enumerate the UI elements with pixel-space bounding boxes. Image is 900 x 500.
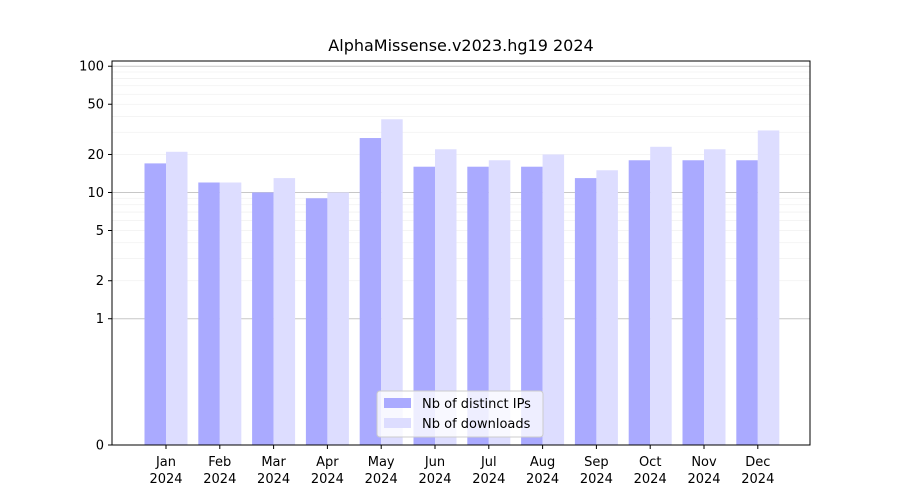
x-tick-label-month: Sep <box>584 455 609 470</box>
bar-downloads-sep <box>596 170 618 445</box>
x-tick-label-year: 2024 <box>634 472 667 487</box>
x-tick-label-year: 2024 <box>203 472 236 487</box>
y-tick-label: 50 <box>87 98 104 113</box>
bar-distinct-ips-aug <box>521 166 543 445</box>
y-tick-label: 2 <box>96 274 104 289</box>
bar-downloads-nov <box>704 149 726 445</box>
legend: Nb of distinct IPs Nb of downloads <box>376 390 544 438</box>
bar-distinct-ips-jan <box>144 163 166 445</box>
x-tick-label-month: May <box>368 455 395 470</box>
y-tick-label: 5 <box>96 224 104 239</box>
y-tick-label: 0 <box>96 439 104 454</box>
axes: 0 1 2 5 10 20 50 100 Jan 2024 Feb 2024 Mar 2024 Apr 202… <box>79 60 811 487</box>
bar-distinct-ips-oct <box>628 160 651 446</box>
y-tick-label: 20 <box>87 148 104 163</box>
x-tick-label-month: Oct <box>639 455 661 470</box>
x-tick-label-year: 2024 <box>472 472 505 487</box>
bar-downloads-dec <box>757 130 780 445</box>
x-tick-label-year: 2024 <box>687 472 720 487</box>
bar-downloads-jun <box>435 149 457 445</box>
bars <box>144 119 780 446</box>
y-tick-label: 10 <box>87 186 104 201</box>
x-tick-label-year: 2024 <box>365 472 398 487</box>
x-tick-label-year: 2024 <box>257 472 290 487</box>
bar-downloads-oct <box>650 146 672 445</box>
x-tick-label-month: Dec <box>745 455 770 470</box>
bar-downloads-feb <box>219 182 242 445</box>
bar-downloads-jul <box>488 160 511 446</box>
bar-distinct-ips-sep <box>574 178 597 446</box>
legend-label: Nb of distinct IPs <box>422 397 531 412</box>
x-tick-label-year: 2024 <box>311 472 344 487</box>
x-tick-label-year: 2024 <box>418 472 451 487</box>
x-tick-label-year: 2024 <box>526 472 559 487</box>
y-tick-label: 1 <box>96 312 104 327</box>
x-tick-label-month: Jan <box>155 455 176 470</box>
x-tick-label-month: Jun <box>424 455 445 470</box>
legend-swatch <box>384 398 411 408</box>
chart-title: AlphaMissense.v2023.hg19 2024 <box>328 36 593 55</box>
bar-distinct-ips-apr <box>305 198 328 445</box>
x-tick-label-year: 2024 <box>149 472 182 487</box>
x-tick-label-month: Jul <box>480 455 497 470</box>
bar-distinct-ips-may <box>359 138 382 445</box>
bar-distinct-ips-feb <box>198 182 220 445</box>
plot-frame <box>111 60 811 446</box>
x-tick-label-month: Apr <box>316 455 339 470</box>
x-tick-label-month: Feb <box>208 455 231 470</box>
bar-distinct-ips-jun <box>413 166 435 445</box>
bar-downloads-apr <box>327 192 349 445</box>
bar-downloads-aug <box>542 154 565 445</box>
bar-downloads-jan <box>166 151 188 445</box>
legend-label: Nb of downloads <box>422 417 531 432</box>
legend-box <box>376 390 544 438</box>
y-tick-label: 100 <box>79 60 104 75</box>
x-tick-label-month: Nov <box>691 455 717 470</box>
bar-downloads-may <box>381 119 403 446</box>
legend-swatch <box>384 418 411 428</box>
bar-distinct-ips-dec <box>736 160 758 446</box>
x-tick-label-year: 2024 <box>580 472 613 487</box>
bar-downloads-mar <box>273 178 296 446</box>
x-tick-label-month: Mar <box>261 455 286 470</box>
x-tick-label-month: Aug <box>530 455 555 470</box>
bar-distinct-ips-mar <box>252 192 274 445</box>
bar-distinct-ips-jul <box>467 166 489 445</box>
x-tick-label-year: 2024 <box>741 472 774 487</box>
bar-distinct-ips-nov <box>682 160 704 446</box>
